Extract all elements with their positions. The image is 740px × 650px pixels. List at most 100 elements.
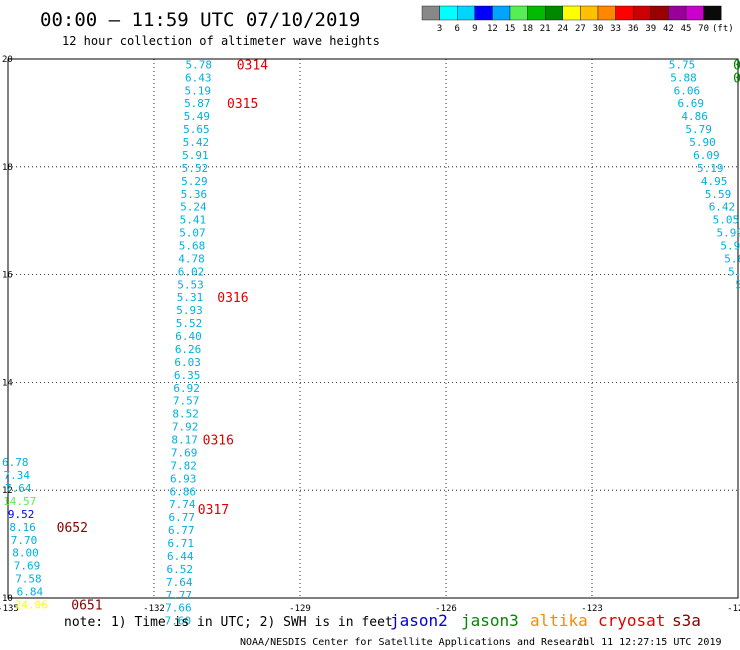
y-tick-label: 12 [2, 486, 13, 496]
wave-height-label: 6.86 [169, 485, 196, 498]
wave-height-label: 7.34 [4, 469, 31, 482]
footer-timestamp: Jul 11 12:27:15 UTC 2019 [577, 637, 722, 648]
wave-height-label: 5.6 [735, 278, 740, 291]
wave-height-label: 14.57 [3, 495, 36, 508]
y-tick-label: 16 [2, 271, 13, 281]
colorbar-label: 39 [645, 24, 656, 34]
grid-lines [8, 59, 738, 598]
wave-height-label: 7.64 [5, 482, 32, 495]
wave-height-label: 5.78 [186, 58, 213, 71]
colorbar-swatch [457, 5, 476, 21]
wave-height-label: 5.75 [669, 58, 696, 71]
wave-height-label: 6.02 [178, 265, 205, 278]
plot-frame [7, 58, 739, 599]
wave-height-label: 5.93 [176, 304, 203, 317]
colorbar-label: 36 [628, 24, 639, 34]
x-tick-labels: -135 -132 -129 -126 -123 -120 [0, 604, 740, 614]
wave-height-label: 5.49 [184, 110, 211, 123]
colorbar-swatch [474, 5, 493, 21]
colorbar-swatch [668, 5, 687, 21]
chart-subtitle: 12 hour collection of altimeter wave hei… [62, 34, 380, 48]
colorbar-swatch [685, 5, 704, 21]
wave-height-label: 4.95 [701, 175, 728, 188]
wave-height-label: 5.52 [176, 317, 203, 330]
footer-credit: NOAA/NESDIS Center for Satellite Applica… [240, 637, 589, 648]
wave-height-label: 5.41 [180, 214, 207, 227]
colorbar-label: 3 [437, 24, 442, 34]
wave-height-label: 6.26 [175, 343, 202, 356]
wave-height-label: 5.68 [179, 239, 206, 252]
wave-height-label: 6.78 [2, 456, 29, 469]
wave-height-label: 5.65 [183, 123, 210, 136]
colorbar-label: 27 [575, 24, 586, 34]
colorbar-label: 24 [557, 24, 568, 34]
wave-height-label: 6.40 [175, 330, 202, 343]
colorbar-unit: (ft) [712, 24, 734, 34]
colorbar-swatch [509, 5, 528, 21]
colorbar-label: 12 [487, 24, 498, 34]
satellite-legend-s3a: s3a [672, 611, 701, 630]
chart-title: 00:00 – 11:59 UTC 07/10/2019 [40, 9, 360, 31]
wave-height-label: 7.70 [11, 534, 38, 547]
wave-height-label: 6.84 [17, 586, 44, 599]
x-tick-label: -135 [0, 604, 19, 614]
wave-height-label: 6.71 [168, 537, 195, 550]
wave-height-label: 8.52 [172, 408, 199, 421]
wave-height-label: 6.77 [168, 524, 195, 537]
wave-height-label: 5.19 [697, 162, 724, 175]
wave-height-label: 5.29 [181, 175, 208, 188]
wave-height-label: 5.90 [689, 136, 716, 149]
wave-height-label: 7.69 [14, 560, 41, 573]
colorbar-swatch [562, 5, 581, 21]
colorbar-label: 9 [472, 24, 477, 34]
x-tick-label: -126 [435, 604, 457, 614]
time-label: 0316 [217, 291, 248, 306]
wave-height-label: 8.00 [12, 547, 39, 560]
colorbar-label: 45 [681, 24, 692, 34]
wave-height-label: 5.52 [182, 162, 209, 175]
wave-height-label: 6.52 [167, 563, 194, 576]
wave-height-label: 5.53 [177, 278, 204, 291]
wave-height-label: 5.79 [685, 123, 712, 136]
colorbar-swatch [633, 5, 652, 21]
time-label: 0317 [198, 503, 229, 518]
wave-height-labels: 5.786.435.195.875.495.655.425.915.525.29… [2, 58, 740, 627]
x-tick-label: -120 [727, 604, 740, 614]
wave-height-label: 5.07 [179, 227, 206, 240]
wave-height-label: 5.31 [177, 291, 204, 304]
wave-height-label: 5.87 [184, 97, 211, 110]
wave-height-label: 6.06 [674, 84, 701, 97]
colorbar-swatch [580, 5, 599, 21]
wave-height-label: 24.06 [15, 598, 48, 611]
colorbar-label: 70 [698, 24, 709, 34]
colorbar-label: 18 [522, 24, 533, 34]
wave-height-label: 7.66 [165, 602, 192, 615]
colorbar-swatch [492, 5, 511, 21]
wave-height-label: 6.43 [185, 71, 212, 84]
wave-height-label: 5.85 [728, 265, 740, 278]
wave-height-label: 7.69 [171, 446, 198, 459]
wave-height-label: 4.86 [681, 110, 708, 123]
wave-height-label: 7.92 [172, 421, 199, 434]
wave-height-label: 6.69 [678, 97, 705, 110]
wave-height-label: 7.58 [15, 573, 42, 586]
colorbar-label: 21 [540, 24, 551, 34]
colorbar-swatch [421, 5, 440, 21]
colorbar-label: 6 [454, 24, 459, 34]
wave-height-label: 5.97 [720, 239, 740, 252]
y-tick-labels: 10 12 14 16 18 20 [2, 55, 13, 604]
wave-height-label: 7.57 [173, 395, 200, 408]
colorbar-swatch [615, 5, 634, 21]
wave-height-label: 7.64 [166, 576, 193, 589]
wave-height-label: 7.82 [170, 459, 197, 472]
wave-height-label: 6.42 [709, 201, 736, 214]
wave-height-label: 6.92 [173, 382, 200, 395]
wave-height-label: 7.60 [165, 615, 192, 628]
time-label: 0013 [733, 71, 740, 86]
wave-height-label: 5.91 [182, 149, 209, 162]
satellite-legend-cryosat: cryosat [598, 611, 665, 630]
wave-height-label: 7.74 [169, 498, 196, 511]
y-tick-label: 14 [2, 378, 13, 388]
wave-height-label: 5.42 [183, 136, 210, 149]
